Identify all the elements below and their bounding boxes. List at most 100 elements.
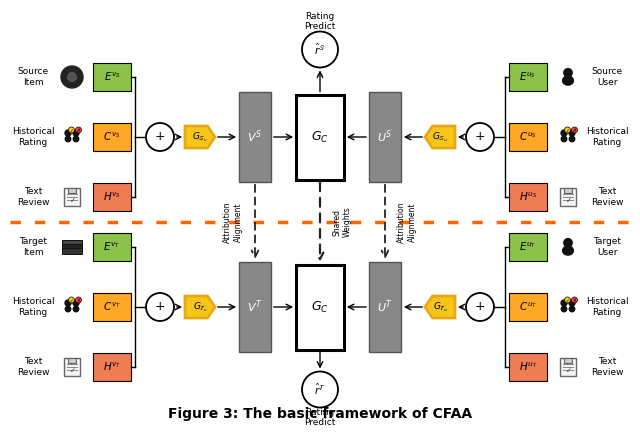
Text: $G_C$: $G_C$ <box>311 299 329 314</box>
Ellipse shape <box>65 136 71 142</box>
Text: Historical
Rating: Historical Rating <box>12 127 54 147</box>
Text: $G_{\mathcal{S}_u}$: $G_{\mathcal{S}_u}$ <box>432 130 448 144</box>
Bar <box>62 244 82 250</box>
Circle shape <box>65 130 71 136</box>
Bar <box>296 264 344 349</box>
Circle shape <box>572 297 577 303</box>
Text: $E^{u_T}$: $E^{u_T}$ <box>519 241 537 253</box>
Bar <box>93 233 131 261</box>
Text: ✓: ✓ <box>69 298 74 302</box>
Text: $H^{u_S}$: $H^{u_S}$ <box>519 191 537 203</box>
Text: $C^{v_T}$: $C^{v_T}$ <box>103 301 121 313</box>
Text: Attribution
Alignment: Attribution Alignment <box>397 201 417 243</box>
Bar <box>369 262 401 352</box>
Text: $\hat{r}^{\mathcal{T}}$: $\hat{r}^{\mathcal{T}}$ <box>314 382 326 397</box>
Text: ✓: ✓ <box>566 368 572 374</box>
Text: Rating
Predict: Rating Predict <box>304 12 336 31</box>
Circle shape <box>561 300 567 306</box>
Circle shape <box>76 297 81 303</box>
Text: $C^{u_S}$: $C^{u_S}$ <box>519 131 537 143</box>
Ellipse shape <box>561 306 567 312</box>
Bar <box>64 358 80 376</box>
Text: $+$: $+$ <box>154 301 166 314</box>
Text: $C^{u_T}$: $C^{u_T}$ <box>519 301 537 313</box>
Circle shape <box>76 127 81 133</box>
Ellipse shape <box>563 246 573 255</box>
Ellipse shape <box>569 306 575 312</box>
Circle shape <box>146 123 174 151</box>
Text: $+$: $+$ <box>154 130 166 143</box>
Text: Text
Review: Text Review <box>17 187 49 206</box>
Bar <box>509 353 547 381</box>
Bar <box>560 358 576 376</box>
Text: ✗: ✗ <box>572 127 577 133</box>
Text: $+$: $+$ <box>474 130 486 143</box>
Circle shape <box>146 293 174 321</box>
Text: $V^S$: $V^S$ <box>248 129 262 145</box>
Text: ✗: ✗ <box>572 298 577 302</box>
Polygon shape <box>425 296 455 318</box>
Bar <box>509 293 547 321</box>
Text: $G_{\mathcal{T}_u}$: $G_{\mathcal{T}_u}$ <box>433 300 447 314</box>
Bar <box>509 123 547 151</box>
Bar <box>509 63 547 91</box>
Text: $H^{v_T}$: $H^{v_T}$ <box>103 361 121 373</box>
Bar <box>564 187 572 193</box>
Circle shape <box>572 127 577 133</box>
Text: Target
User: Target User <box>593 237 621 257</box>
Text: Source
User: Source User <box>591 67 623 87</box>
Text: $+$: $+$ <box>474 301 486 314</box>
Text: ✗: ✗ <box>76 127 81 133</box>
Bar <box>296 95 344 180</box>
Circle shape <box>73 300 79 306</box>
Circle shape <box>68 127 74 133</box>
Bar <box>62 240 82 246</box>
Circle shape <box>68 297 74 303</box>
Bar <box>509 183 547 211</box>
Bar <box>239 262 271 352</box>
Text: ✓: ✓ <box>565 127 570 133</box>
Circle shape <box>564 297 570 303</box>
Bar <box>64 188 80 206</box>
Text: Text
Review: Text Review <box>591 187 623 206</box>
Text: Text
Review: Text Review <box>591 357 623 377</box>
Text: Target
Item: Target Item <box>19 237 47 257</box>
Circle shape <box>564 69 572 77</box>
Circle shape <box>302 32 338 67</box>
Bar <box>564 358 572 362</box>
Bar <box>560 188 576 206</box>
Bar <box>68 187 76 193</box>
Polygon shape <box>425 126 455 148</box>
Text: $G_C$: $G_C$ <box>311 130 329 145</box>
Text: Attribution
Alignment: Attribution Alignment <box>223 201 243 243</box>
Text: $C^{v_S}$: $C^{v_S}$ <box>103 131 121 143</box>
Bar <box>93 293 131 321</box>
Circle shape <box>564 238 572 247</box>
Bar <box>93 63 131 91</box>
Text: Source
Item: Source Item <box>17 67 49 87</box>
Circle shape <box>466 123 494 151</box>
Text: $V^T$: $V^T$ <box>247 299 263 315</box>
Bar <box>62 248 82 254</box>
Text: ✓: ✓ <box>70 368 76 374</box>
Text: Figure 3: The basic framework of CFAA: Figure 3: The basic framework of CFAA <box>168 407 472 421</box>
Text: Historical
Rating: Historical Rating <box>586 297 628 317</box>
Text: $E^{u_S}$: $E^{u_S}$ <box>520 71 536 83</box>
Text: $H^{u_T}$: $H^{u_T}$ <box>518 361 538 373</box>
Circle shape <box>569 130 575 136</box>
Circle shape <box>564 127 570 133</box>
Text: $U^S$: $U^S$ <box>377 129 393 145</box>
Text: $G_{\mathcal{S}_v}$: $G_{\mathcal{S}_v}$ <box>192 130 208 144</box>
Ellipse shape <box>65 306 71 312</box>
Circle shape <box>61 66 83 88</box>
Text: ✗: ✗ <box>76 298 81 302</box>
Ellipse shape <box>569 136 575 142</box>
Circle shape <box>73 130 79 136</box>
Text: Rating
Predict: Rating Predict <box>304 408 336 427</box>
Ellipse shape <box>73 136 79 142</box>
Bar <box>68 358 76 362</box>
Text: ✓: ✓ <box>565 298 570 302</box>
Circle shape <box>561 130 567 136</box>
Text: $\hat{r}^{\mathcal{S}}$: $\hat{r}^{\mathcal{S}}$ <box>314 42 326 57</box>
Ellipse shape <box>563 76 573 85</box>
